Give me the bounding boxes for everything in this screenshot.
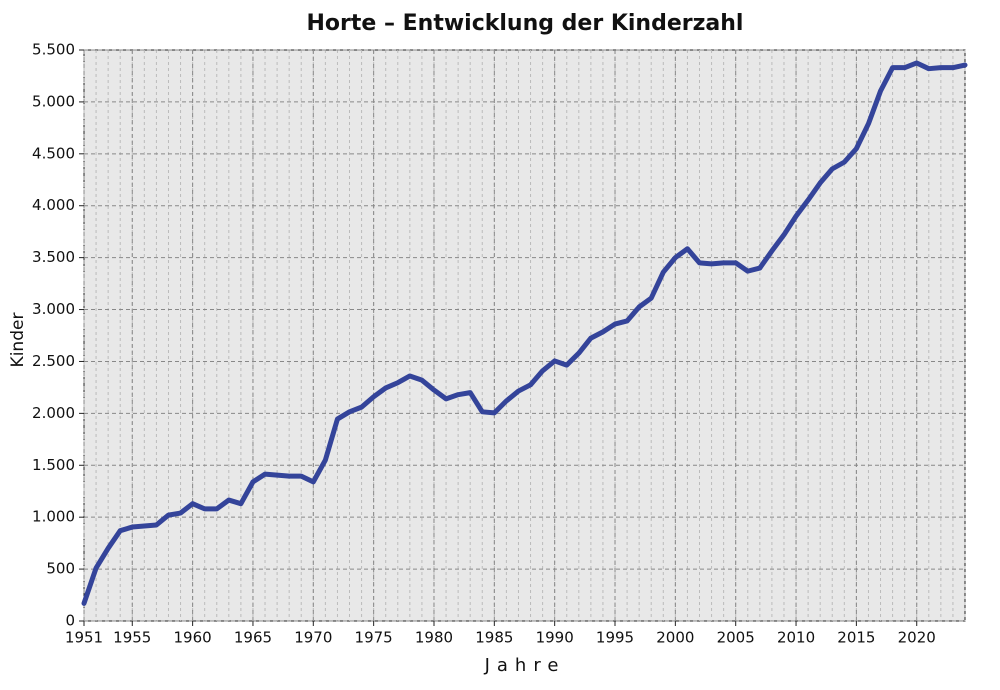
y-tick-label: 1.500: [32, 456, 75, 474]
x-tick-label: 2020: [898, 629, 936, 647]
x-tick-label: 2005: [717, 629, 755, 647]
x-tick-label: 1951: [65, 629, 103, 647]
x-tick-label: 1990: [536, 629, 574, 647]
plot-area: [83, 49, 966, 622]
y-tick-label: 5.000: [32, 92, 75, 110]
marks: [81, 60, 968, 606]
y-tick-label: 2.500: [32, 352, 75, 370]
y-tick-label: 4.500: [32, 144, 75, 162]
x-tick-label: 1960: [174, 629, 212, 647]
x-tick-label: 1975: [355, 629, 393, 647]
grid: [83, 49, 966, 622]
y-tick-label: 4.000: [32, 196, 75, 214]
chart-title: Horte – Entwicklung der Kinderzahl: [307, 11, 744, 36]
y-tick-label: 1.000: [32, 508, 75, 526]
x-tick-label: 2015: [837, 629, 875, 647]
y-tick-label: 3.500: [32, 248, 75, 266]
y-tick-label: 3.000: [32, 300, 75, 318]
x-tick-label: 1965: [234, 629, 272, 647]
y-tick-label: 500: [46, 560, 75, 578]
x-axis-label: Jahre: [484, 655, 566, 676]
y-tick-label: 0: [65, 612, 75, 630]
y-tick-label: 5.500: [32, 41, 75, 59]
x-tick-label: 1995: [596, 629, 634, 647]
x-tick-label: 2000: [656, 629, 694, 647]
x-tick-label: 1970: [294, 629, 332, 647]
y-axis-label: Kinder: [8, 313, 28, 368]
y-tick-label: 2.000: [32, 404, 75, 422]
x-tick-label: 1980: [415, 629, 453, 647]
x-tick-label: 2010: [777, 629, 815, 647]
x-tick-label: 1955: [113, 629, 151, 647]
data-line: [81, 60, 968, 606]
x-tick-label: 1985: [475, 629, 513, 647]
